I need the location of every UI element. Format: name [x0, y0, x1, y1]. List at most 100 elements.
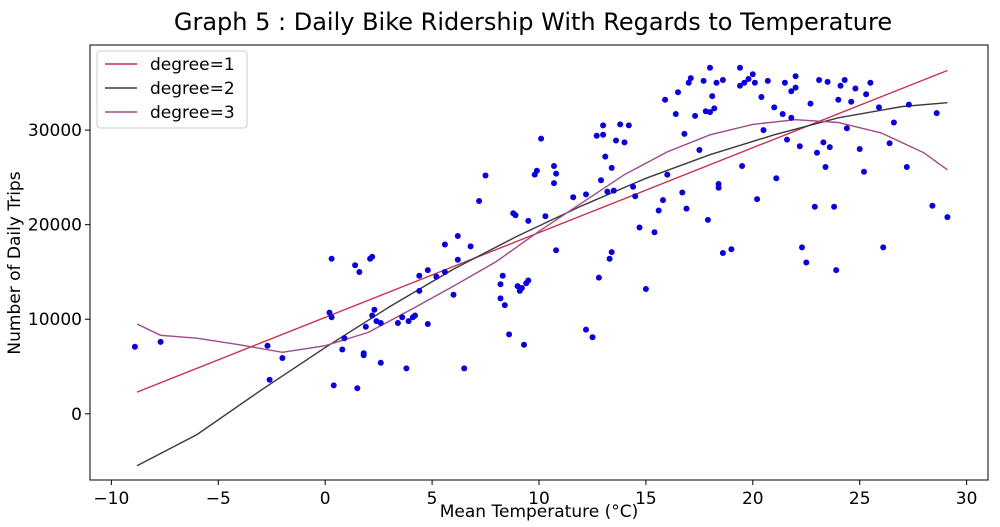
data-point	[341, 335, 348, 342]
x-axis-ticks: −10 −5 0 5 10 15 20 25 30	[93, 480, 977, 509]
data-point	[876, 104, 882, 111]
data-point	[369, 312, 376, 319]
data-point	[499, 272, 506, 279]
data-point	[863, 91, 870, 98]
data-point	[929, 202, 936, 209]
data-point	[606, 255, 613, 262]
data-point	[356, 269, 363, 275]
data-point	[551, 180, 557, 187]
data-point	[369, 253, 376, 260]
data-point	[837, 82, 844, 89]
data-point	[651, 229, 658, 236]
x-tick-label: 25	[849, 489, 871, 509]
data-point	[403, 365, 410, 372]
x-tick-label: 5	[427, 489, 438, 509]
data-point	[781, 79, 788, 86]
data-point	[600, 122, 607, 129]
x-tick-label: 10	[528, 489, 550, 509]
data-point	[131, 343, 138, 350]
data-point	[784, 136, 790, 143]
data-point	[707, 109, 713, 116]
data-point	[525, 277, 532, 284]
data-point	[328, 255, 335, 262]
scatter-points	[131, 64, 951, 392]
data-point	[501, 302, 508, 309]
data-point	[826, 144, 833, 151]
data-point	[803, 259, 810, 266]
data-point	[330, 382, 337, 389]
data-point	[497, 295, 504, 302]
data-point	[157, 338, 164, 345]
data-point	[792, 84, 799, 91]
data-point	[679, 189, 686, 196]
y-tick-label: 10000	[28, 310, 82, 330]
data-point	[424, 267, 431, 274]
data-point	[685, 79, 692, 86]
data-point	[843, 125, 850, 132]
data-point	[711, 105, 718, 112]
data-point	[412, 312, 418, 319]
data-point	[771, 104, 778, 111]
series-line-degree=2	[136, 102, 948, 467]
data-point	[745, 76, 752, 82]
data-point	[707, 64, 713, 71]
x-tick-label: 0	[320, 489, 331, 509]
data-point	[905, 101, 912, 108]
data-point	[371, 306, 378, 313]
y-axis-label: Number of Daily Trips	[5, 171, 25, 354]
data-point	[424, 321, 431, 327]
data-point	[266, 376, 273, 383]
data-point	[944, 214, 951, 221]
data-point	[760, 127, 767, 134]
series-lines	[136, 69, 948, 467]
data-point	[521, 341, 527, 348]
data-point	[416, 287, 423, 294]
data-point	[454, 256, 461, 263]
chart-title: Graph 5 : Daily Bike Ridership With Rega…	[174, 8, 892, 36]
data-point	[354, 385, 361, 392]
data-point	[518, 285, 525, 291]
x-tick-label: −10	[93, 489, 129, 509]
y-tick-label: 0	[71, 405, 82, 425]
x-axis-label: Mean Temperature (°C)	[440, 502, 638, 522]
data-point	[841, 77, 848, 83]
data-point	[754, 196, 761, 203]
data-point	[796, 143, 803, 150]
data-point	[660, 197, 666, 204]
data-point	[593, 132, 600, 139]
data-point	[811, 203, 818, 210]
data-point	[538, 135, 545, 142]
data-point	[816, 77, 823, 83]
data-point	[719, 250, 726, 256]
data-point	[583, 326, 589, 333]
data-point	[617, 121, 624, 128]
x-tick-label: 30	[956, 489, 978, 509]
data-point	[739, 163, 746, 169]
data-point	[630, 183, 637, 190]
data-point	[831, 203, 838, 210]
data-point	[542, 213, 549, 220]
data-point	[833, 267, 840, 274]
data-point	[405, 318, 412, 325]
data-point	[655, 207, 662, 214]
data-point	[792, 73, 799, 80]
x-tick-label: −5	[206, 489, 231, 509]
data-point	[848, 98, 855, 105]
data-point	[604, 188, 611, 195]
legend: degree=1 degree=2 degree=3	[96, 50, 248, 129]
data-point	[779, 111, 786, 117]
data-point	[704, 216, 711, 223]
data-point	[741, 79, 748, 86]
data-point	[788, 114, 795, 121]
data-point	[598, 177, 604, 184]
data-point	[713, 79, 720, 86]
data-point	[773, 175, 780, 182]
data-point	[662, 96, 669, 103]
data-point	[279, 355, 286, 361]
data-point	[696, 147, 703, 153]
data-point	[441, 241, 448, 248]
data-point	[450, 291, 457, 298]
data-point	[632, 193, 639, 200]
data-point	[600, 131, 607, 138]
